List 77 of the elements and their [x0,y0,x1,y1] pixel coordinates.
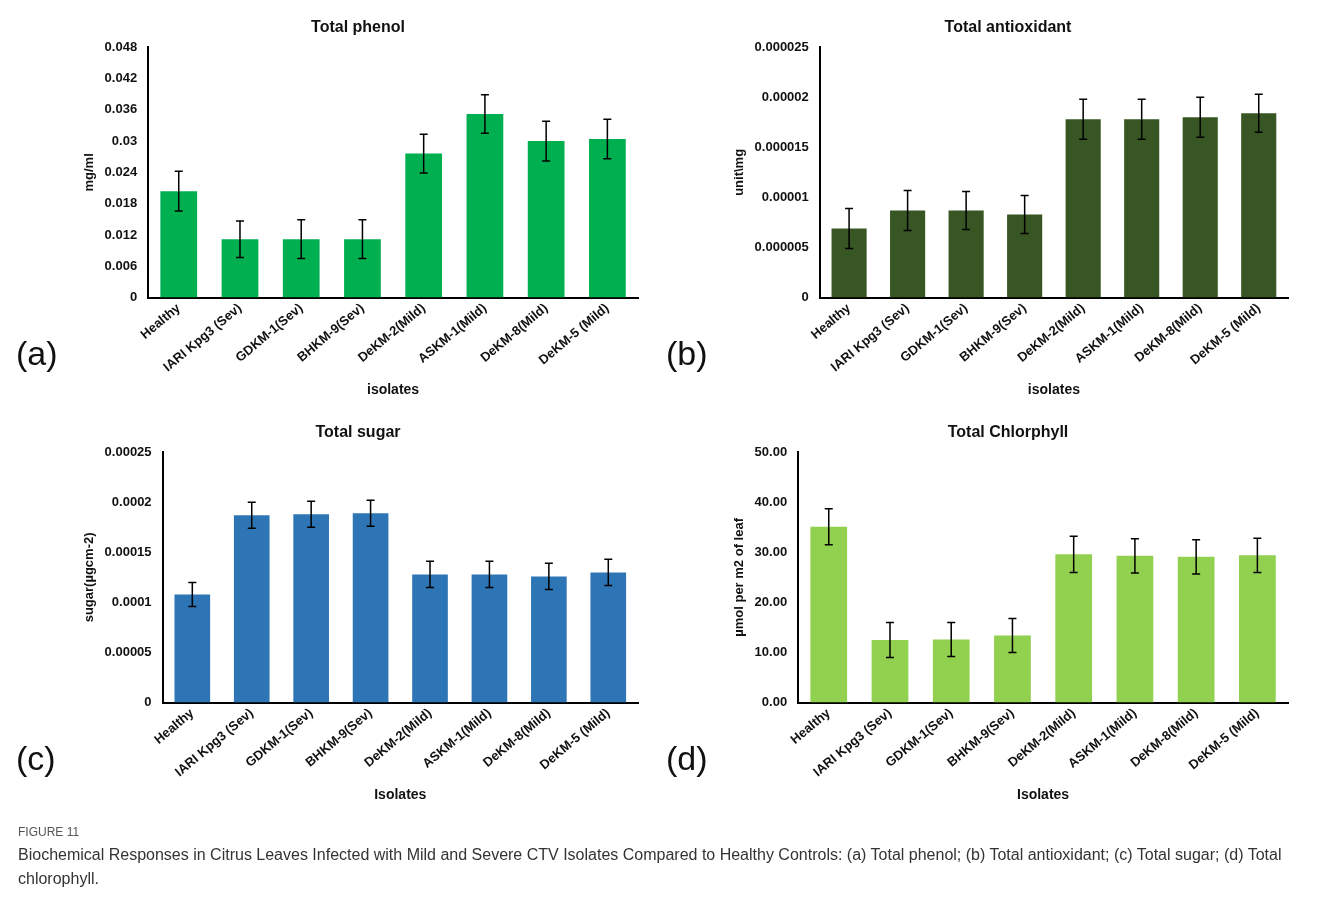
y-tick-label: 0.048 [104,38,138,54]
y-tick-label: 0.000005 [754,239,809,255]
y-tick-label: 0.000015 [754,138,809,154]
bar [221,239,259,298]
y-tick-label: 0.00 [761,694,788,710]
y-tick-label: 0.00015 [104,543,152,559]
x-axis-title: Isolates [374,786,427,803]
bar [1116,555,1154,703]
y-tick-label: 0 [801,289,809,305]
bar [174,594,211,703]
bar [948,210,984,298]
bar [352,513,389,703]
text: (c) [16,738,56,777]
y-tick-label: 0.024 [104,163,138,179]
y-tick-label: 0.00005 [104,644,152,660]
text: (b) [666,333,708,372]
y-axis-title: unit\mg [731,148,747,196]
bar [1065,119,1101,298]
y-tick-label: 0.00025 [104,443,152,459]
bar [405,153,443,298]
bar [932,639,970,703]
bar [590,572,627,703]
y-tick-label: 0.012 [104,226,138,242]
bar [466,113,504,298]
y-tick-label: 40.00 [754,493,788,509]
y-tick-label: 0 [144,694,152,710]
chart-title: Total Chlorphyll [947,423,1069,441]
y-tick-label: 10.00 [754,644,788,660]
bar [1177,556,1215,703]
text: Biochemical Responses in Citrus Leaves Infected with Mild and Severe CTV Isolates Compared to Healthy Controls: (a) Total phenol; (b) Total antioxidant; (c) Total sugar; (d) Total chlorophyll. [18,845,1283,889]
bar [1239,555,1276,703]
y-axis-title: mg/ml [81,153,97,192]
y-tick-label: 20.00 [754,594,788,609]
bar [471,574,508,703]
y-tick-label: 0.042 [104,70,138,86]
y-tick-label: 0.03 [111,132,138,148]
bar [890,210,926,298]
bar [293,514,329,703]
bar [1055,554,1093,703]
caption: FIGURE 11 [18,825,81,839]
text: (a) [16,333,58,372]
bar [233,515,270,703]
bar [831,228,867,298]
y-tick-label: 0.0002 [111,493,152,509]
y-tick-label: 0.018 [104,195,138,211]
bar [810,526,848,703]
bar [1182,117,1218,298]
y-axis-title: µmol per m2 of leaf [731,517,747,637]
y-tick-label: 30.00 [754,543,788,559]
bar [531,576,567,703]
bar [1124,119,1160,298]
chart-title: Total antioxidant [944,18,1073,36]
text: (d) [666,738,708,777]
y-tick-label: 0.00001 [761,189,809,204]
bar [1241,113,1277,298]
y-tick-label: 0 [129,289,138,305]
y-tick-label: 0.00002 [761,88,809,104]
bar [344,239,381,298]
chart-title: Total sugar [315,423,401,441]
chart-title: Total phenol [311,18,405,36]
bar [994,635,1031,703]
x-axis-title: isolates [1027,381,1081,398]
bar [282,239,320,298]
bar [527,141,565,298]
y-tick-label: 50.00 [754,443,788,459]
y-axis-title: sugar(µgcm-2) [81,532,97,623]
bar [160,191,198,298]
y-tick-label: 0.036 [104,101,138,117]
bar [589,139,626,298]
x-axis-title: Isolates [1017,786,1070,803]
bar [412,574,448,703]
y-tick-label: 0.0001 [111,594,152,609]
y-tick-label: 0.006 [104,257,138,273]
bar [871,639,909,703]
bar [1007,214,1043,298]
y-tick-label: 0.000025 [754,38,809,54]
x-axis-title: isolates [367,381,420,398]
